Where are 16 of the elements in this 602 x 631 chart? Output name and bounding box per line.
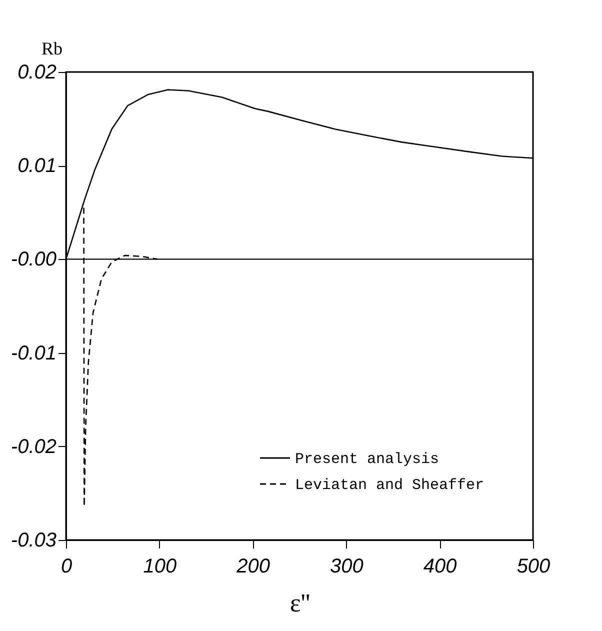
y-tick-label: -0.00 <box>10 248 56 271</box>
y-tick-label: -0.01 <box>10 342 56 364</box>
x-tick-label: 400 <box>423 556 457 578</box>
x-tick-label: 500 <box>516 556 550 578</box>
legend-label: Present analysis <box>295 451 440 468</box>
x-axis-title: ε'' <box>290 588 310 618</box>
y-tick-label: 0.02 <box>18 62 56 84</box>
y-tick-label: 0.01 <box>18 155 56 178</box>
x-tick-label: 100 <box>143 556 177 578</box>
x-tick-label: 300 <box>330 556 364 578</box>
y-tick-label: -0.03 <box>10 530 56 552</box>
y-tick-label: -0.02 <box>10 436 56 458</box>
x-tick-label: 0 <box>60 556 72 578</box>
legend-label: Leviatan and Sheaffer <box>295 477 484 494</box>
x-tick-label: 200 <box>236 556 270 578</box>
y-axis-title: Rb <box>41 38 62 58</box>
